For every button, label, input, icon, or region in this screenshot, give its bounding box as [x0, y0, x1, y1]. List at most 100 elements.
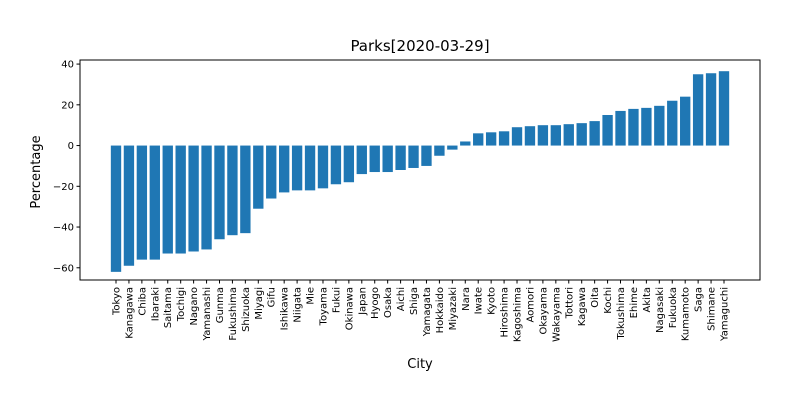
x-tick-label: Yamagata	[422, 287, 433, 337]
bar-iwate	[473, 133, 484, 146]
bar-hokkaido	[434, 145, 445, 156]
x-tick-label: Osaka	[383, 287, 394, 318]
bar-tochigi	[175, 145, 186, 254]
bar-saga	[692, 74, 704, 146]
x-tick-label: Kumamoto	[681, 287, 692, 341]
bar-miyazaki	[447, 145, 458, 150]
x-tick-label: Chiba	[137, 287, 148, 316]
x-tick-label: Shimane	[707, 287, 718, 331]
x-tick-label: Ibaraki	[150, 287, 161, 321]
x-axis-ticks: Tokyo Kanagawa Chiba Ibaraki Saitama Tochigi N…	[112, 280, 731, 342]
bar-ishikawa	[279, 145, 290, 193]
bar-gifu	[266, 145, 277, 199]
bar-ibaraki	[149, 145, 160, 260]
x-tick-label: Tokushima	[616, 287, 627, 341]
x-tick-label: Ehime	[629, 287, 640, 318]
x-axis-label: City	[407, 357, 433, 372]
x-tick-label: Gunma	[215, 287, 226, 323]
bar-japan	[356, 145, 367, 175]
x-tick-label: Fukui	[331, 287, 342, 313]
x-tick-label: Nagano	[189, 287, 200, 326]
bar-niigata	[291, 145, 303, 191]
bar-fukuoka	[667, 100, 678, 146]
bar-shizuoka	[240, 145, 251, 234]
bar-nagasaki	[654, 105, 665, 146]
x-tick-label: Iwate	[474, 287, 485, 314]
x-tick-label: Ishikawa	[280, 287, 291, 330]
bar-fukushima	[227, 145, 238, 236]
bar-yamagata	[421, 145, 432, 166]
bar-oita	[589, 121, 600, 146]
x-tick-label: Kagawa	[577, 287, 588, 326]
x-tick-label: Saga	[694, 287, 705, 312]
x-tick-label: Miyagi	[254, 287, 265, 320]
x-tick-label: Hiroshima	[500, 287, 511, 338]
x-tick-label: Shizuoka	[241, 287, 252, 332]
bar-nara	[460, 141, 471, 146]
x-tick-label: Kanagawa	[124, 287, 135, 339]
x-tick-label: Nara	[461, 287, 472, 311]
bar-okayama	[537, 125, 549, 146]
bar-tottori	[563, 124, 574, 146]
bar-wakayama	[550, 125, 562, 146]
x-tick-label: Fukuoka	[668, 287, 679, 328]
x-tick-label: Aichi	[396, 287, 407, 311]
x-tick-label: Hokkaido	[435, 287, 446, 333]
y-tick-label: 0	[68, 141, 74, 152]
bar-kyoto	[485, 132, 497, 146]
bar-tokushima	[615, 110, 626, 146]
y-tick-label: 20	[61, 100, 74, 111]
bar-tokyo	[110, 145, 122, 272]
x-tick-label: Japan	[357, 287, 368, 316]
bar-miyagi	[253, 145, 264, 209]
bar-osaka	[382, 145, 393, 173]
y-axis-ticks: −60 −40 −20 0 20 40	[53, 60, 80, 274]
bar-yamaguchi	[718, 71, 730, 146]
x-tick-label: Gifu	[267, 287, 278, 307]
bar-kagawa	[576, 123, 587, 146]
y-tick-label: −60	[53, 263, 74, 274]
bar-aichi	[395, 145, 406, 170]
x-tick-label: Tottori	[564, 287, 575, 319]
x-tick-label: Shiga	[409, 287, 420, 315]
bar-hiroshima	[498, 131, 510, 146]
bar-saitama	[162, 145, 173, 254]
x-tick-label: Okayama	[538, 287, 549, 335]
bar-kagoshima	[511, 127, 523, 146]
x-tick-label: Toyama	[318, 287, 329, 326]
x-tick-label: Mie	[306, 287, 317, 305]
x-tick-label: Tochigi	[176, 287, 187, 322]
bar-nagano	[188, 145, 199, 252]
bar-yamanashi	[201, 145, 212, 250]
x-tick-label: Yamanashi	[202, 287, 213, 342]
bar-kochi	[602, 115, 613, 146]
x-tick-label: Akita	[642, 287, 653, 312]
x-tick-label: Kagoshima	[513, 287, 524, 342]
bar-akita	[641, 107, 652, 146]
x-tick-label: Kyoto	[487, 287, 498, 315]
x-tick-label: Hyogo	[370, 287, 381, 319]
y-tick-label: −40	[53, 223, 74, 234]
x-tick-label: Kochi	[603, 287, 614, 314]
bar-kanagawa	[123, 145, 135, 266]
bar-okinawa	[343, 145, 355, 183]
bars-group	[110, 71, 730, 272]
x-tick-label: Miyazaki	[448, 287, 459, 330]
x-tick-label: Fukushima	[228, 287, 239, 341]
x-tick-label: Yamaguchi	[720, 287, 731, 342]
chart-title: Parks[2020-03-29]	[350, 37, 489, 55]
y-tick-label: −20	[53, 182, 74, 193]
bar-chiba	[136, 145, 148, 260]
x-tick-label: Oita	[590, 287, 601, 308]
y-tick-label: 40	[61, 60, 74, 71]
x-tick-label: Wakayama	[551, 287, 562, 342]
bar-hyogo	[369, 145, 380, 173]
y-axis-label: Percentage	[29, 135, 44, 208]
x-tick-label: Okinawa	[344, 287, 355, 330]
bar-aomori	[524, 126, 536, 146]
bar-ehime	[628, 108, 639, 146]
plot-frame	[79, 59, 761, 281]
bar-gunma	[214, 145, 225, 240]
x-tick-label: Nagasaki	[655, 287, 666, 333]
